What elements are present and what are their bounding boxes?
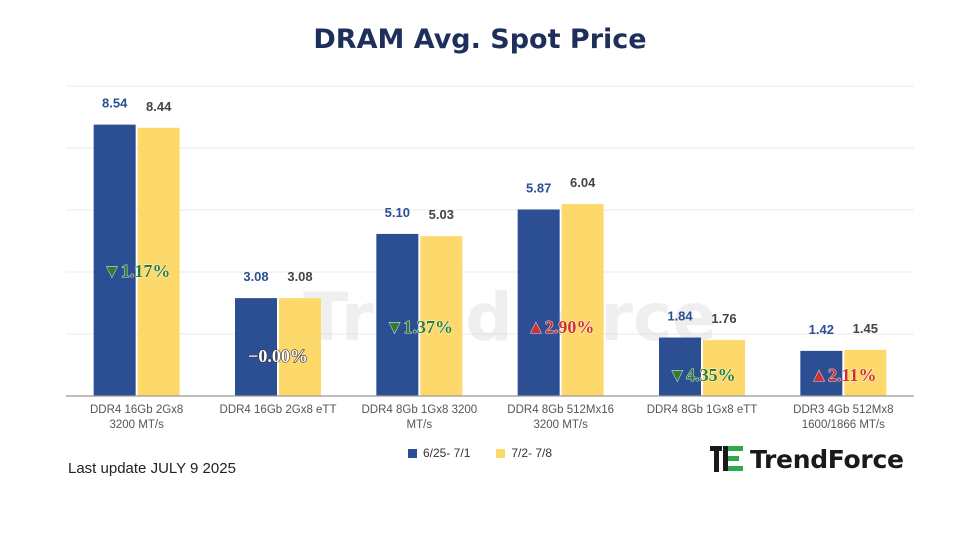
bar-series-1-3 bbox=[376, 233, 419, 396]
change-label-6: ▲2.11% bbox=[810, 365, 876, 385]
data-label-series-1-3: 5.10 bbox=[385, 205, 410, 220]
change-label-3: ▼1.37% bbox=[386, 317, 453, 337]
bar-series-1-4 bbox=[517, 209, 560, 396]
x-tick-label-6: DDR3 4Gb 512Mx8 bbox=[793, 404, 893, 416]
chart-legend: 6/25- 7/1 7/2- 7/8 bbox=[408, 446, 552, 460]
data-label-series-2-3: 5.03 bbox=[429, 207, 454, 222]
data-label-series-1-2: 3.08 bbox=[243, 269, 268, 284]
last-update-note: Last update JULY 9 2025 bbox=[68, 460, 236, 477]
brand-logo: TrendForce bbox=[710, 444, 904, 474]
data-label-series-2-6: 1.45 bbox=[853, 321, 878, 336]
bar-series-2-5 bbox=[703, 340, 745, 396]
data-label-series-2-5: 1.76 bbox=[711, 311, 736, 326]
x-tick-label-1: 3200 MT/s bbox=[110, 419, 165, 431]
x-tick-label-1: DDR4 16Gb 2Gx8 bbox=[90, 404, 183, 416]
watermark-text: TrendForce bbox=[303, 279, 717, 356]
bar-series-1-2 bbox=[235, 298, 277, 396]
bar-series-2-1 bbox=[137, 127, 180, 396]
x-tick-label-2: DDR4 16Gb 2Gx8 eTT bbox=[220, 404, 337, 416]
x-tick-label-4: DDR4 8Gb 512Mx16 bbox=[507, 404, 614, 416]
bar-series-2-6 bbox=[844, 349, 887, 396]
legend-label-series-1: 6/25- 7/1 bbox=[423, 446, 471, 460]
bar-series-1-1 bbox=[93, 124, 136, 397]
bar-series-1-6 bbox=[800, 350, 843, 396]
data-label-series-2-1: 8.44 bbox=[146, 99, 172, 114]
x-tick-label-5: DDR4 8Gb 1Gx8 eTT bbox=[647, 404, 758, 416]
data-label-series-1-4: 5.87 bbox=[526, 180, 551, 195]
data-label-series-2-2: 3.08 bbox=[287, 269, 312, 284]
x-tick-label-6: 1600/1866 MT/s bbox=[802, 419, 885, 431]
legend-swatch-series-1 bbox=[408, 448, 417, 458]
brand-name: TrendForce bbox=[750, 444, 904, 474]
chart-title: DRAM Avg. Spot Price bbox=[313, 24, 647, 55]
change-label-1: ▼1.17% bbox=[103, 261, 170, 281]
legend-item-series-2: 7/2- 7/8 bbox=[496, 446, 552, 460]
change-label-5: ▼4.35% bbox=[668, 365, 735, 385]
data-label-series-1-6: 1.42 bbox=[809, 322, 834, 337]
x-tick-label-3: MT/s bbox=[407, 419, 433, 431]
bar-series-2-3 bbox=[420, 236, 463, 396]
data-label-series-1-1: 8.54 bbox=[102, 96, 128, 111]
data-label-series-1-5: 1.84 bbox=[667, 309, 693, 324]
x-tick-label-3: DDR4 8Gb 1Gx8 3200 bbox=[361, 404, 477, 416]
trendforce-logo-icon bbox=[710, 446, 743, 472]
bar-series-1-5 bbox=[659, 337, 701, 396]
legend-label-series-2: 7/2- 7/8 bbox=[511, 446, 553, 460]
bar-series-2-2 bbox=[279, 298, 321, 396]
x-tick-label-4: 3200 MT/s bbox=[534, 419, 589, 431]
legend-item-series-1: 6/25- 7/1 bbox=[408, 446, 470, 460]
bar-series-2-4 bbox=[561, 204, 604, 396]
change-label-2: −0.00% bbox=[248, 346, 308, 366]
change-label-4: ▲2.90% bbox=[527, 317, 594, 337]
data-label-series-2-4: 6.04 bbox=[570, 175, 596, 190]
legend-swatch-series-2 bbox=[496, 448, 506, 458]
